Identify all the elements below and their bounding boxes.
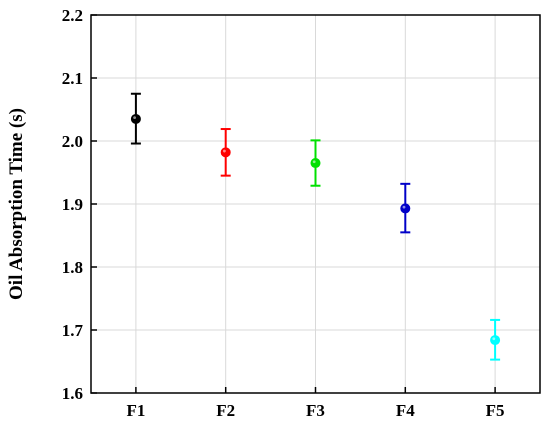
y-tick-label: 1.8 xyxy=(62,258,83,277)
data-point-group xyxy=(490,318,501,361)
data-point-group xyxy=(130,92,141,145)
data-point xyxy=(400,203,411,214)
grid-lines xyxy=(91,15,540,393)
data-point xyxy=(490,335,501,346)
data-point-highlight xyxy=(223,149,226,153)
x-tick-label: F3 xyxy=(306,401,325,420)
data-point-highlight xyxy=(312,160,316,164)
data-point-group xyxy=(400,182,411,234)
x-tick-label: F2 xyxy=(216,401,235,420)
y-tick-label: 1.7 xyxy=(62,321,84,340)
data-point xyxy=(220,147,231,158)
data-point-highlight xyxy=(133,116,137,120)
data-point xyxy=(130,113,141,124)
data-points xyxy=(130,92,501,361)
y-tick-label: 1.9 xyxy=(62,195,83,214)
data-point-highlight xyxy=(492,337,496,341)
data-point-group xyxy=(310,139,321,187)
y-tick-label: 2.1 xyxy=(62,69,83,88)
data-point xyxy=(310,158,321,169)
x-tick-label: F5 xyxy=(486,401,505,420)
y-tick-label: 2.2 xyxy=(62,6,83,25)
x-axis-ticks: F1 F2 F3 F4 F5 xyxy=(126,387,505,420)
x-tick-label: F4 xyxy=(396,401,415,420)
data-point-highlight xyxy=(402,205,406,209)
y-tick-label: 2.0 xyxy=(62,132,83,151)
y-tick-label: 1.6 xyxy=(62,384,83,403)
data-point-group xyxy=(220,128,231,177)
y-axis-ticks: 1.6 1.7 1.8 1.9 2.0 2.1 2.2 xyxy=(62,6,97,403)
x-tick-label: F1 xyxy=(126,401,145,420)
y-axis-label: Oil Absorption Time (s) xyxy=(6,108,27,300)
